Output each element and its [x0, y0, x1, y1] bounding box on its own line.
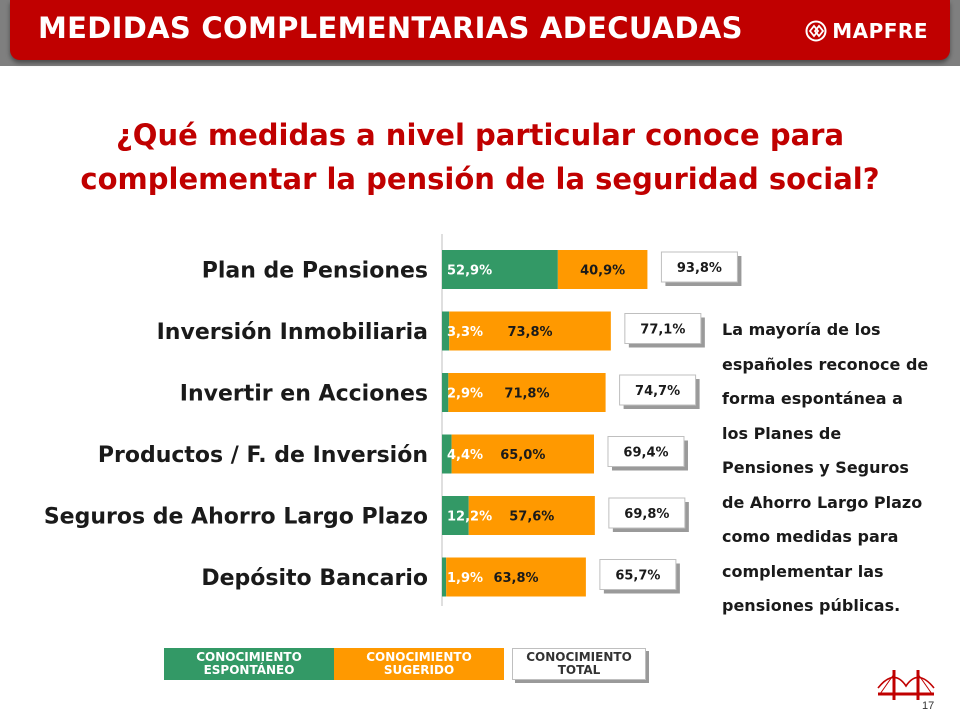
data-label-spontaneous: 12,2% — [447, 510, 492, 525]
data-label-suggested: 73,8% — [507, 325, 552, 340]
category-label: Seguros de Ahorro Largo Plazo — [44, 505, 428, 530]
bar-suggested — [446, 557, 586, 597]
total-box — [599, 559, 677, 590]
data-label-total: 77,1% — [640, 323, 685, 338]
data-label-suggested: 71,8% — [504, 387, 549, 402]
legend-suggested: CONOCIMIENTO SUGERIDO — [334, 648, 504, 680]
total-box — [660, 251, 738, 283]
bar-spontaneous — [442, 434, 452, 474]
bar-spontaneous — [442, 250, 558, 289]
header-bar: MEDIDAS COMPLEMENTARIAS ADECUADAS MAPFRE — [10, 0, 950, 60]
header-title: MEDIDAS COMPLEMENTARIAS ADECUADAS — [38, 11, 743, 45]
bridge-icon — [877, 670, 935, 700]
bar-suggested — [448, 373, 606, 412]
total-box — [624, 313, 702, 344]
logo-text: MAPFRE — [832, 19, 928, 43]
category-label: Plan de Pensiones — [202, 259, 428, 284]
data-label-total: 69,4% — [623, 446, 668, 461]
bar-suggested — [468, 496, 595, 535]
legend-spontaneous: CONOCIMIENTO ESPONTÁNEO — [164, 648, 334, 680]
side-note: La mayoría de los españoles reconoce de … — [722, 320, 929, 615]
question-title: ¿Qué medidas a nivel particular conoce p… — [80, 118, 880, 196]
bar-suggested — [449, 311, 611, 351]
category-label: Inversión Inmobiliaria — [157, 320, 428, 345]
legend-total: CONOCIMIENTO TOTAL — [512, 648, 646, 680]
category-label: Invertir en Acciones — [180, 382, 428, 407]
bar-spontaneous — [442, 496, 469, 535]
data-label-suggested: 40,9% — [580, 264, 625, 279]
bar-spontaneous — [442, 373, 449, 412]
data-label-spontaneous: 4,4% — [447, 448, 483, 463]
data-label-total: 93,8% — [677, 261, 722, 276]
data-label-suggested: 63,8% — [493, 571, 538, 586]
mapfre-emblem-icon — [805, 20, 827, 42]
data-label-spontaneous: 2,9% — [447, 387, 483, 402]
bar-suggested — [451, 434, 594, 474]
mapfre-logo: MAPFRE — [805, 18, 928, 44]
data-label-spontaneous: 52,9% — [447, 264, 492, 279]
bar-spontaneous — [442, 557, 447, 597]
bar-suggested — [557, 250, 648, 289]
category-label: Productos / F. de Inversión — [98, 443, 428, 468]
data-label-suggested: 57,6% — [509, 510, 554, 525]
data-label-spontaneous: 3,3% — [447, 325, 483, 340]
total-box — [607, 436, 685, 467]
total-box — [619, 374, 697, 406]
data-label-suggested: 65,0% — [500, 448, 545, 463]
page-number: 17 — [922, 700, 935, 712]
chart-legend: CONOCIMIENTO ESPONTÁNEO CONOCIMIENTO SUG… — [164, 648, 646, 680]
data-label-total: 74,7% — [635, 384, 680, 399]
data-label-total: 65,7% — [615, 569, 660, 584]
data-label-spontaneous: 1,9% — [447, 571, 483, 586]
total-box — [608, 497, 686, 529]
category-label: Depósito Bancario — [201, 566, 428, 591]
bar-spontaneous — [442, 311, 450, 351]
data-label-total: 69,8% — [624, 507, 669, 522]
